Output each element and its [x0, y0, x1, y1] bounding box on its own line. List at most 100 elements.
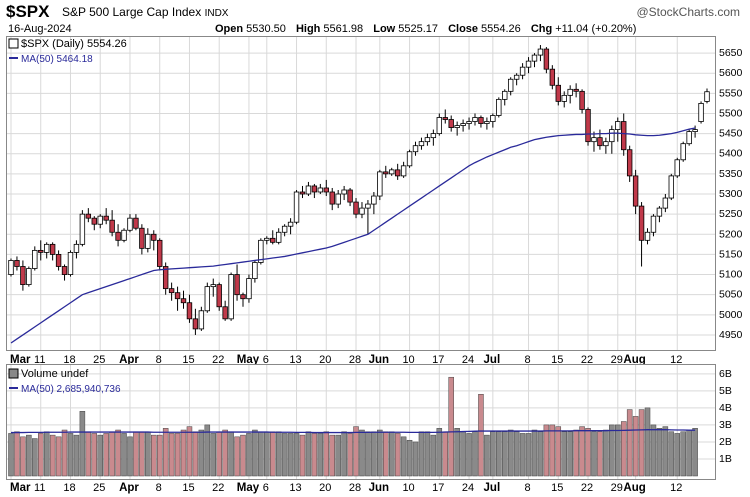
date-tick-label: Aug: [623, 354, 645, 366]
price-tick-label: 5050: [719, 289, 743, 301]
candle: [234, 274, 240, 296]
candle: [656, 207, 663, 217]
candle: [353, 201, 359, 215]
candle: [377, 171, 383, 197]
volume-bar: [8, 433, 14, 477]
candle: [621, 121, 627, 151]
date-tick-label: 8: [524, 482, 530, 494]
volume-bar: [686, 429, 692, 477]
volume-bar: [26, 434, 32, 477]
date-tick-label: 8: [524, 354, 530, 366]
candle: [287, 221, 294, 227]
price-panel[interactable]: $SPX (Daily) 5554.26 MA(50) 5464.18: [6, 36, 716, 351]
volume-chart[interactable]: Volume undef MA(50) 2,685,940,736: [7, 365, 715, 479]
chart-date: 16-Aug-2024: [8, 23, 72, 35]
date-tick-label: 22: [581, 482, 593, 494]
volume-bar: [573, 429, 579, 477]
date-tick-label: 8: [156, 482, 162, 494]
price-tick-label: 5550: [719, 87, 743, 99]
candle: [347, 189, 353, 203]
volume-bar: [246, 433, 252, 477]
symbol: $SPX: [6, 2, 50, 21]
candle: [252, 262, 258, 279]
date-tick-label: Aug: [623, 482, 645, 494]
candle: [157, 239, 163, 267]
volume-bar: [299, 434, 306, 477]
volume-bar: [186, 426, 193, 477]
date-tick-label: 15: [182, 354, 194, 366]
candle: [418, 141, 425, 147]
date-tick-label: Mar: [10, 482, 31, 494]
volume-bar: [145, 431, 151, 477]
volume-y-axis: 1B 2B 3B 4B 5B 6B: [719, 368, 732, 465]
candle: [55, 254, 62, 267]
price-tick-label: 5200: [719, 228, 743, 240]
ohlc-readout: Open 5530.50 High 5561.98 Low 5525.17 Close…: [215, 23, 636, 35]
volume-tick-label: 3B: [719, 419, 732, 431]
candle: [270, 237, 276, 243]
candle: [49, 243, 56, 255]
date-tick-label: 22: [212, 354, 224, 366]
date-tick-label: 6: [263, 354, 269, 366]
candle: [513, 74, 520, 80]
candle: [389, 169, 395, 175]
volume-bar: [484, 434, 490, 477]
candle: [109, 219, 115, 233]
candle: [383, 171, 389, 175]
candle: [549, 68, 556, 86]
volume-bar: [615, 424, 621, 477]
volume-bar: [496, 431, 502, 477]
candle: [162, 266, 169, 290]
candle: [573, 88, 579, 92]
legend-price: $SPX (Daily) 5554.26: [21, 38, 127, 50]
volume-bar: [67, 433, 74, 477]
date-tick-label: 28: [349, 482, 361, 494]
date-tick-label: 22: [212, 482, 224, 494]
date-tick-label: 15: [551, 482, 563, 494]
volume-bar: [507, 429, 514, 477]
volume-bar: [650, 424, 657, 477]
volume-tick-label: 4B: [719, 402, 732, 414]
candle: [567, 88, 573, 96]
price-tick-label: 5000: [719, 309, 743, 321]
candle: [507, 78, 514, 92]
price-chart[interactable]: $SPX (Daily) 5554.26 MA(50) 5464.18: [7, 37, 715, 350]
volume-bar: [264, 431, 270, 477]
date-tick-label: 28: [349, 354, 361, 366]
index-name: S&P 500 Large Cap Index INDX: [62, 5, 228, 19]
volume-bar: [424, 431, 431, 477]
volume-bar: [305, 431, 312, 477]
candle: [555, 84, 561, 102]
volume-bar: [632, 416, 639, 477]
brand-watermark: @StockCharts.com: [636, 5, 740, 19]
volume-bar: [442, 431, 449, 477]
candle: [412, 145, 419, 153]
candle: [305, 185, 312, 195]
candle: [680, 143, 686, 161]
candle: [174, 292, 181, 300]
volume-tick-label: 1B: [719, 453, 732, 465]
volume-bar: [252, 429, 258, 477]
price-tick-label: 5450: [719, 128, 743, 140]
index-title: S&P 500 Large Cap Index: [62, 5, 202, 19]
volume-bar: [133, 431, 139, 477]
legend-volume: Volume undef: [21, 368, 89, 380]
date-tick-label: May: [237, 354, 260, 366]
candle: [323, 187, 329, 193]
date-tick-label: 20: [319, 354, 331, 366]
volume-legend: Volume undef MA(50) 2,685,940,736: [8, 368, 121, 395]
volume-bar: [139, 431, 145, 477]
volume-bar: [281, 433, 288, 477]
volume-panel[interactable]: Volume undef MA(50) 2,685,940,736: [6, 364, 716, 480]
date-tick-label: 12: [670, 482, 682, 494]
volume-bar: [365, 431, 371, 477]
volume-bar: [668, 431, 675, 477]
candle: [151, 233, 157, 241]
volume-bar: [448, 376, 454, 477]
volume-bar: [383, 431, 389, 477]
volume-bar: [85, 431, 92, 477]
date-tick-label: 25: [93, 354, 105, 366]
volume-bar: [127, 436, 133, 477]
volume-bar: [49, 434, 56, 477]
candle: [638, 205, 645, 241]
